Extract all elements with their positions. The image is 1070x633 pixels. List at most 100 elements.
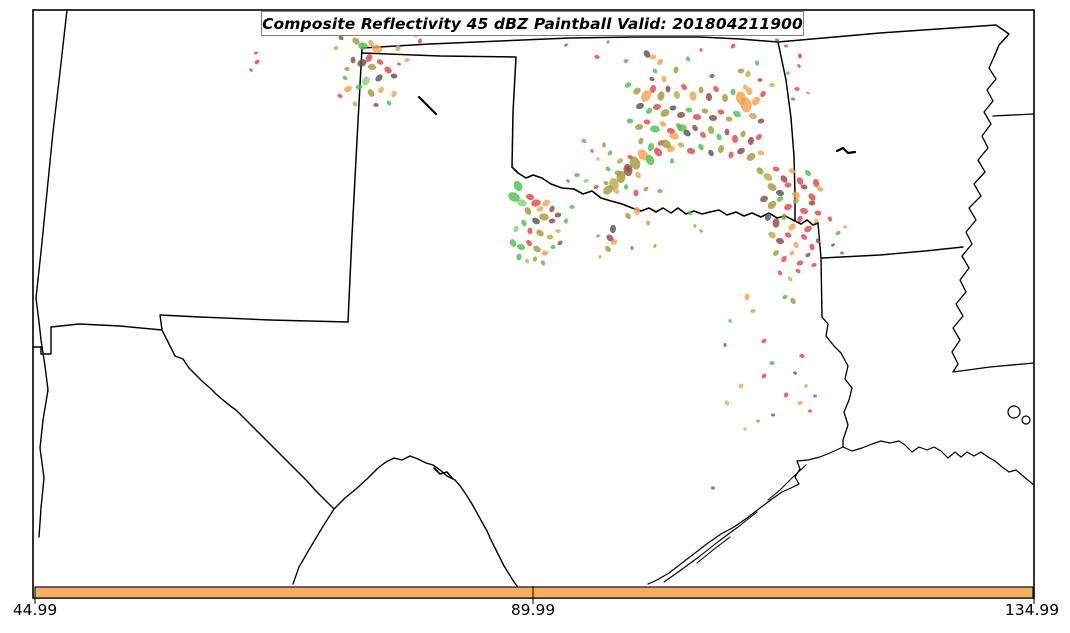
- paintball-dot: [701, 108, 709, 114]
- paintball-dot: [843, 225, 847, 229]
- paintball-dot: [794, 86, 800, 92]
- paintball-dot: [532, 217, 540, 225]
- paintball-dot: [626, 118, 634, 124]
- paintball-dot: [772, 166, 780, 172]
- paintball-dot: [536, 206, 544, 212]
- paintball-dot: [540, 260, 546, 266]
- border-chihuahua-coahuila: [292, 508, 335, 585]
- paintball-dot: [677, 142, 685, 148]
- paintball-dot: [627, 154, 633, 160]
- paintball-dot: [795, 268, 801, 274]
- paintball-dot: [790, 297, 796, 305]
- paintball-dot: [352, 37, 360, 45]
- paintball-dot: [384, 66, 392, 74]
- paintball-dot: [624, 82, 632, 88]
- paintball-dot: [784, 182, 792, 188]
- paintball-dot: [625, 166, 631, 172]
- paintball-dot: [730, 88, 736, 96]
- paintball-dot: [835, 230, 841, 236]
- paintball-dot: [333, 45, 339, 51]
- paintball-dot: [527, 227, 533, 235]
- river-mississippi: [951, 56, 997, 373]
- paintball-dot: [649, 84, 657, 94]
- paintball-dot: [417, 38, 423, 44]
- paintball-dot: [564, 43, 568, 47]
- paintball-dot: [742, 84, 748, 90]
- paintball-dot: [657, 91, 665, 101]
- lake-eufaula: [835, 146, 857, 155]
- paintball-dot: [391, 90, 397, 98]
- paintball-dot: [707, 125, 715, 135]
- coast-louisiana: [842, 440, 1035, 486]
- paintball-dot: [634, 123, 644, 131]
- paintball-dot: [669, 158, 675, 164]
- paintball-dot: [367, 63, 377, 71]
- paintball-dot: [375, 74, 383, 82]
- paintball-dot: [713, 85, 719, 93]
- paintball-dot: [378, 86, 384, 94]
- paintball-dot: [738, 383, 744, 389]
- paintball-dot: [716, 133, 722, 141]
- paintball-dot: [669, 105, 677, 111]
- paintball-dot: [606, 40, 610, 44]
- paintball-dot: [386, 100, 392, 106]
- paintball-dot: [717, 144, 725, 154]
- paintball-dot: [554, 212, 562, 218]
- paintball-dot: [367, 89, 375, 97]
- paintball-dot: [805, 170, 811, 176]
- paintball-dot: [521, 219, 527, 227]
- paintball-dot: [395, 44, 401, 52]
- x-tick-label-left: 44.99: [12, 601, 58, 619]
- paintball-dot: [772, 218, 780, 228]
- paintball-dot: [397, 62, 401, 66]
- paintball-dot: [809, 243, 815, 251]
- paintball-dot: [797, 215, 803, 223]
- paintball-dot: [614, 170, 622, 176]
- coast-galveston-spur: [767, 464, 807, 501]
- map-frame: [32, 9, 1035, 599]
- paintball-dot: [665, 85, 671, 93]
- paintball-dot: [797, 53, 803, 59]
- paintball-dot: [647, 142, 655, 152]
- paintball-dot: [784, 232, 792, 238]
- paintball-dot: [673, 66, 679, 74]
- paintball-dot: [536, 229, 544, 237]
- paintball-dot: [751, 96, 761, 106]
- paintball-dot: [761, 338, 767, 344]
- paintball-dot: [730, 43, 736, 49]
- paintball-dot: [756, 134, 762, 140]
- x-tick-label-middle: 89.99: [510, 601, 556, 619]
- paintball-dot: [517, 199, 527, 207]
- paintball-dot: [788, 223, 796, 231]
- paintball-dot: [625, 212, 631, 220]
- paintball-dot: [772, 250, 780, 256]
- paintball-dot: [337, 93, 343, 99]
- border-ok-panhandle-tx: [361, 52, 517, 168]
- paintball-dot: [681, 83, 687, 91]
- paintball-dot: [685, 56, 691, 62]
- paintball-dot: [605, 245, 611, 253]
- paintball-dot: [757, 118, 765, 124]
- paintball-dot: [827, 216, 833, 222]
- paintball-dot: [733, 110, 741, 118]
- paintball-dot: [686, 147, 696, 155]
- paintball-dot: [728, 151, 734, 159]
- paintball-dot: [812, 178, 820, 188]
- border-ar-la: [821, 246, 964, 259]
- lake-maurepas: [1021, 415, 1031, 425]
- paintball-dot: [776, 196, 784, 202]
- paintball-dot: [657, 58, 663, 66]
- paintball-dot: [557, 240, 563, 246]
- paintball-dot: [376, 59, 384, 65]
- paintball-dot: [373, 102, 379, 108]
- paintball-dot: [594, 54, 600, 60]
- paintball-dot: [390, 73, 398, 79]
- paintball-dot: [793, 371, 797, 375]
- paintball-dot: [813, 394, 817, 398]
- paintball-dot: [769, 82, 775, 88]
- paintball-dot: [804, 384, 808, 388]
- paintball-dot: [596, 157, 600, 161]
- paintball-dot: [344, 66, 350, 72]
- paintball-dot: [516, 253, 522, 261]
